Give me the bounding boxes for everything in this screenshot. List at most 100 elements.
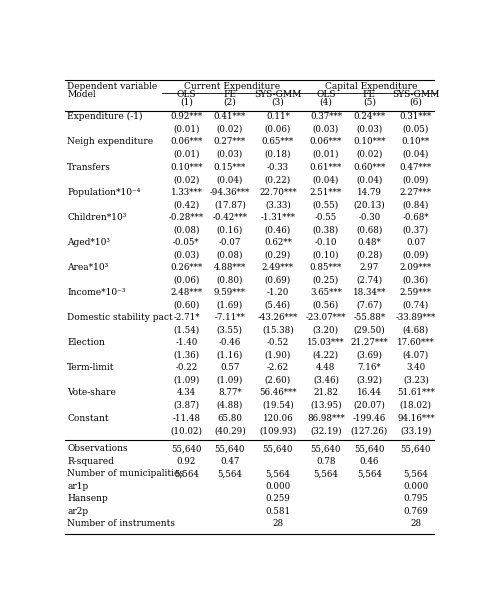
Text: -43.26***: -43.26***: [258, 313, 298, 322]
Text: 51.61***: 51.61***: [397, 388, 435, 397]
Text: (1.69): (1.69): [217, 301, 243, 310]
Text: 18.34**: 18.34**: [353, 288, 386, 297]
Text: OLS: OLS: [316, 90, 336, 99]
Text: (0.69): (0.69): [265, 275, 291, 284]
Text: -0.55: -0.55: [315, 213, 337, 222]
Text: (0.22): (0.22): [265, 175, 291, 184]
Text: 7.16*: 7.16*: [357, 364, 381, 372]
Text: Population*10⁻⁴: Population*10⁻⁴: [67, 188, 140, 197]
Text: (4.68): (4.68): [403, 326, 429, 335]
Text: 8.77*: 8.77*: [218, 388, 242, 397]
Text: 0.47***: 0.47***: [400, 162, 432, 172]
Text: (3.87): (3.87): [173, 401, 200, 410]
Text: OLS: OLS: [177, 90, 196, 99]
Text: 0.795: 0.795: [403, 495, 428, 503]
Text: 17.60***: 17.60***: [397, 338, 435, 347]
Text: (0.03): (0.03): [173, 251, 200, 259]
Text: 0.60***: 0.60***: [353, 162, 385, 172]
Text: (0.04): (0.04): [313, 175, 339, 184]
Text: 2.27***: 2.27***: [400, 188, 432, 197]
Text: (0.01): (0.01): [173, 150, 200, 159]
Text: (0.74): (0.74): [403, 301, 429, 310]
Text: 0.15***: 0.15***: [214, 162, 246, 172]
Text: Dependent variable: Dependent variable: [67, 82, 157, 91]
Text: -2.62: -2.62: [267, 364, 289, 372]
Text: -33.89***: -33.89***: [396, 313, 436, 322]
Text: 2.49***: 2.49***: [262, 263, 294, 272]
Text: Model: Model: [67, 90, 96, 99]
Text: 0.06***: 0.06***: [310, 138, 342, 146]
Text: 0.24***: 0.24***: [353, 112, 385, 121]
Text: (3.23): (3.23): [403, 376, 429, 385]
Text: (0.55): (0.55): [313, 200, 339, 209]
Text: 0.62**: 0.62**: [264, 238, 292, 247]
Text: (0.56): (0.56): [313, 301, 339, 310]
Text: Constant: Constant: [67, 414, 109, 423]
Text: 0.41***: 0.41***: [214, 112, 246, 121]
Text: 2.51***: 2.51***: [310, 188, 342, 197]
Text: Current Expenditure: Current Expenditure: [184, 82, 280, 91]
Text: 55,640: 55,640: [262, 444, 293, 453]
Text: 0.92: 0.92: [177, 457, 196, 466]
Text: 4.88***: 4.88***: [214, 263, 246, 272]
Text: -94.36***: -94.36***: [210, 188, 250, 197]
Text: -11.48: -11.48: [172, 414, 201, 423]
Text: -199.46: -199.46: [353, 414, 386, 423]
Text: (1.09): (1.09): [173, 376, 200, 385]
Text: 0.11*: 0.11*: [266, 112, 290, 121]
Text: (1.36): (1.36): [173, 351, 200, 360]
Text: -0.10: -0.10: [315, 238, 337, 247]
Text: Term-limit: Term-limit: [67, 364, 114, 372]
Text: (0.05): (0.05): [403, 125, 429, 134]
Text: -0.33: -0.33: [267, 162, 289, 172]
Text: (0.09): (0.09): [403, 251, 429, 259]
Text: Number of municipalities: Number of municipalities: [67, 469, 184, 478]
Text: Vote-share: Vote-share: [67, 388, 116, 397]
Text: 3.65***: 3.65***: [310, 288, 342, 297]
Text: (0.03): (0.03): [313, 125, 339, 134]
Text: (5): (5): [363, 98, 376, 107]
Text: 2.09***: 2.09***: [400, 263, 432, 272]
Text: Capital Expenditure: Capital Expenditure: [325, 82, 417, 91]
Text: Area*10³: Area*10³: [67, 263, 108, 272]
Text: 55,640: 55,640: [215, 444, 245, 453]
Text: Election: Election: [67, 338, 105, 347]
Text: (4.22): (4.22): [313, 351, 339, 360]
Text: Transfers: Transfers: [67, 162, 111, 172]
Text: (3.20): (3.20): [313, 326, 339, 335]
Text: 9.59***: 9.59***: [214, 288, 246, 297]
Text: 4.34: 4.34: [177, 388, 196, 397]
Text: (1.54): (1.54): [173, 326, 200, 335]
Text: (0.01): (0.01): [173, 125, 200, 134]
Text: (13.95): (13.95): [310, 401, 342, 410]
Text: Income*10⁻³: Income*10⁻³: [67, 288, 126, 297]
Text: (0.42): (0.42): [173, 200, 200, 209]
Text: 0.48*: 0.48*: [357, 238, 381, 247]
Text: 55,640: 55,640: [401, 444, 431, 453]
Text: 120.06: 120.06: [262, 414, 293, 423]
Text: 0.10***: 0.10***: [353, 138, 386, 146]
Text: FE: FE: [363, 90, 376, 99]
Text: (0.04): (0.04): [403, 150, 429, 159]
Text: (109.93): (109.93): [259, 426, 297, 435]
Text: Domestic stability pact: Domestic stability pact: [67, 313, 173, 322]
Text: 16.44: 16.44: [357, 388, 382, 397]
Text: Expenditure (-1): Expenditure (-1): [67, 112, 143, 121]
Text: Children*10³: Children*10³: [67, 213, 127, 222]
Text: 0.10**: 0.10**: [402, 138, 430, 146]
Text: (0.38): (0.38): [313, 225, 339, 234]
Text: (0.06): (0.06): [265, 125, 291, 134]
Text: 14.79: 14.79: [357, 188, 382, 197]
Text: Aged*10³: Aged*10³: [67, 238, 110, 247]
Text: (2): (2): [224, 98, 236, 107]
Text: 0.46: 0.46: [359, 457, 379, 466]
Text: 21.82: 21.82: [314, 388, 338, 397]
Text: 94.16***: 94.16***: [397, 414, 434, 423]
Text: -0.46: -0.46: [219, 338, 241, 347]
Text: 1.33***: 1.33***: [170, 188, 203, 197]
Text: 0.37***: 0.37***: [310, 112, 342, 121]
Text: (0.25): (0.25): [313, 275, 339, 284]
Text: (0.29): (0.29): [265, 251, 291, 259]
Text: (0.28): (0.28): [356, 251, 382, 259]
Text: 0.27***: 0.27***: [214, 138, 246, 146]
